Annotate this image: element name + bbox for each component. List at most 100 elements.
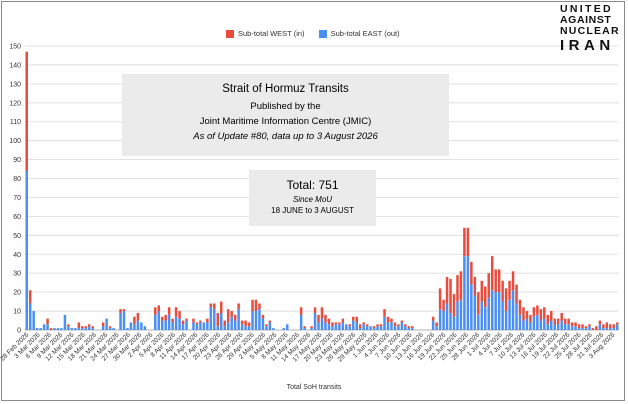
bar-west <box>504 288 508 312</box>
bar-west <box>435 322 438 327</box>
bar-west <box>195 322 199 325</box>
bar-east <box>258 309 261 330</box>
bar-east <box>438 309 442 330</box>
bar-west <box>376 324 379 327</box>
bar-east <box>216 326 220 330</box>
bar-east <box>192 322 195 330</box>
bar-west <box>154 307 157 315</box>
bar-west <box>591 328 595 330</box>
bar-east <box>616 324 619 330</box>
bar-west <box>244 320 247 327</box>
bar-east <box>213 309 216 330</box>
bar-west <box>494 269 497 293</box>
bar-east <box>466 256 470 330</box>
bar-west <box>508 280 511 300</box>
bar-east <box>303 328 306 330</box>
bar-west <box>81 326 84 329</box>
bar-east <box>77 328 81 330</box>
bar-east <box>334 324 338 330</box>
bar-east <box>497 292 501 330</box>
bar-west <box>463 227 466 257</box>
bar-east <box>407 328 411 330</box>
bar-west <box>595 326 598 330</box>
legend-label-west: Sub-total WEST (in) <box>238 29 305 38</box>
bar-west <box>25 51 28 171</box>
total-date-range: 18 JUNE to 3 AUGUST <box>271 206 354 215</box>
bar-east <box>251 311 254 330</box>
bar-east <box>282 328 286 330</box>
bar-east <box>154 314 157 330</box>
bar-east <box>70 328 74 330</box>
bar-east <box>140 322 143 330</box>
bar-east <box>383 316 386 330</box>
bar-east <box>226 322 230 330</box>
bar-east <box>400 322 404 330</box>
bar-west <box>612 324 616 329</box>
bar-east <box>442 311 445 330</box>
bar-east <box>501 301 504 330</box>
bar-west <box>348 324 352 327</box>
bar-west <box>584 326 588 329</box>
bar-east <box>518 314 522 330</box>
bar-east <box>553 324 556 330</box>
bar-east <box>240 324 244 330</box>
bar-east <box>529 322 532 330</box>
bar-east <box>560 320 563 330</box>
bar-west <box>470 261 473 285</box>
bar-east <box>376 326 379 330</box>
bar-east <box>556 324 560 330</box>
bar-east <box>515 303 518 330</box>
bar-east <box>254 311 258 330</box>
bar-west <box>581 324 584 329</box>
bar-west <box>532 307 536 317</box>
bar-east <box>487 297 490 330</box>
bar-west <box>230 311 233 317</box>
bar-east <box>539 320 543 330</box>
bar-east <box>463 256 466 330</box>
bar-east <box>261 318 265 330</box>
y-tick-label: 50 <box>13 233 21 240</box>
y-tick-label: 100 <box>9 138 21 145</box>
bar-west <box>400 320 404 323</box>
bar-east <box>470 284 473 330</box>
bar-east <box>386 322 390 330</box>
bar-east <box>265 326 268 330</box>
logo-line-4: IRAN <box>560 37 615 54</box>
bar-west <box>452 294 456 317</box>
bar-west <box>511 271 515 291</box>
bar-east <box>119 312 122 330</box>
bar-east <box>508 299 511 330</box>
bar-west <box>313 307 317 313</box>
bar-west <box>567 318 570 325</box>
bar-west <box>556 318 560 325</box>
y-tick-label: 140 <box>9 62 21 69</box>
bar-west <box>223 320 226 327</box>
bar-west <box>28 290 32 304</box>
bar-west <box>355 316 358 323</box>
bar-east <box>88 326 91 330</box>
bar-west <box>372 326 376 329</box>
bar-west <box>393 322 397 327</box>
bar-west <box>178 311 181 319</box>
bar-east <box>35 328 39 330</box>
bar-west <box>515 284 518 304</box>
bar-west <box>407 326 411 329</box>
bar-east <box>404 326 407 330</box>
bar-east <box>112 328 115 330</box>
bar-east <box>91 328 94 330</box>
bar-east <box>588 326 591 330</box>
bar-east <box>574 326 577 330</box>
bar-east <box>581 328 584 330</box>
bar-east <box>511 290 515 330</box>
bar-west <box>213 303 216 310</box>
bar-west <box>49 328 53 330</box>
bar-east <box>372 328 376 330</box>
bar-east <box>60 328 63 330</box>
bar-west <box>77 322 81 329</box>
y-tick-label: 130 <box>9 81 21 88</box>
bar-west <box>397 324 400 327</box>
bar-west <box>261 314 265 319</box>
bar-east <box>397 326 400 330</box>
bar-west <box>299 307 303 315</box>
